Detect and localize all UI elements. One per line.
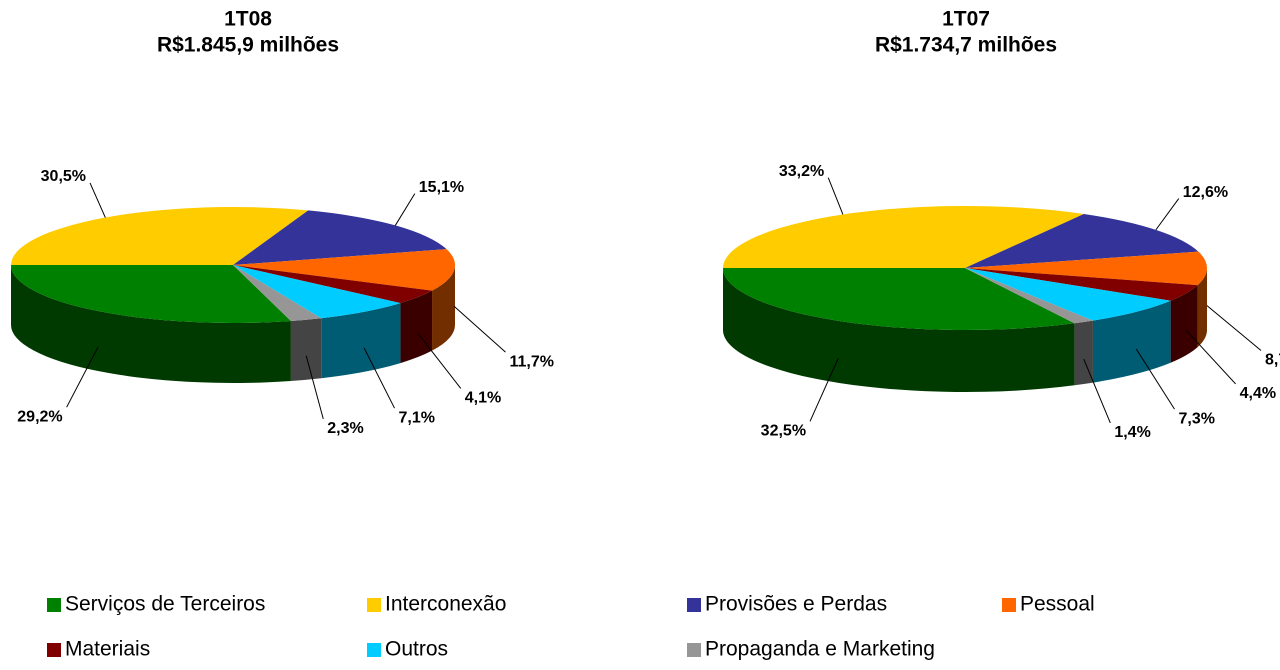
legend-swatch bbox=[367, 643, 381, 657]
chart-subtitle: R$1.734,7 milhões bbox=[875, 34, 1057, 57]
slice-side bbox=[11, 265, 291, 383]
data-label: 7,1% bbox=[399, 409, 435, 426]
slice-side bbox=[400, 290, 433, 364]
data-label: 32,5% bbox=[761, 423, 806, 440]
data-label: 11,7% bbox=[510, 353, 554, 370]
leader-line bbox=[453, 305, 506, 353]
legend-swatch bbox=[687, 598, 701, 612]
slice bbox=[965, 251, 1207, 286]
leader-line bbox=[394, 193, 416, 226]
leader-line bbox=[809, 357, 839, 422]
legend-swatch bbox=[47, 643, 61, 657]
legend-label: Serviços de Terceiros bbox=[65, 593, 265, 616]
legend-swatch bbox=[47, 598, 61, 612]
leader-line bbox=[417, 332, 462, 389]
slice-side bbox=[290, 318, 322, 381]
slice bbox=[233, 265, 401, 319]
slice bbox=[11, 207, 309, 265]
leader-line bbox=[1135, 348, 1175, 410]
data-label: 4,4% bbox=[1240, 385, 1276, 402]
data-label: 1,4% bbox=[1114, 424, 1150, 441]
slice bbox=[723, 268, 1075, 331]
data-label: 4,1% bbox=[465, 390, 501, 407]
slice bbox=[965, 268, 1093, 324]
data-label: 15,1% bbox=[419, 179, 464, 196]
data-label: 30,5% bbox=[41, 168, 86, 185]
slice bbox=[965, 268, 1171, 321]
legend-label: Outros bbox=[385, 638, 448, 661]
leader-line bbox=[1206, 305, 1262, 351]
legend-label: Interconexão bbox=[385, 593, 506, 616]
legend-swatch bbox=[1002, 598, 1016, 612]
slice-side bbox=[1170, 285, 1198, 363]
leader-line bbox=[1185, 329, 1236, 385]
slice-side bbox=[1197, 268, 1207, 348]
data-label: 29,2% bbox=[17, 408, 62, 425]
slice-side bbox=[723, 268, 1075, 393]
data-label: 12,6% bbox=[1183, 184, 1228, 201]
legend-swatch bbox=[687, 643, 701, 657]
leader-line bbox=[89, 182, 106, 218]
slice-side bbox=[432, 265, 455, 351]
data-label: 7,3% bbox=[1178, 410, 1214, 427]
slice-side bbox=[321, 303, 401, 379]
data-label: 8,7% bbox=[1265, 352, 1280, 369]
leader-line bbox=[827, 177, 844, 215]
slice bbox=[723, 206, 1084, 268]
data-label: 2,3% bbox=[327, 420, 363, 437]
leader-line bbox=[66, 346, 99, 408]
slice bbox=[965, 213, 1199, 268]
legend-label: Propaganda e Marketing bbox=[705, 638, 935, 661]
legend-label: Materiais bbox=[65, 638, 150, 661]
leader-line bbox=[1155, 198, 1180, 231]
chart-title: 1T07 bbox=[942, 8, 990, 31]
legend-swatch bbox=[367, 598, 381, 612]
slice bbox=[233, 265, 433, 304]
legend-label: Pessoal bbox=[1020, 593, 1095, 616]
data-label: 33,2% bbox=[779, 163, 824, 180]
slice bbox=[11, 265, 291, 323]
slice bbox=[233, 210, 447, 265]
leader-line bbox=[1083, 359, 1111, 424]
chart-subtitle: R$1.845,9 milhões bbox=[157, 34, 339, 57]
slice bbox=[965, 268, 1198, 301]
leader-line bbox=[363, 347, 395, 409]
legend-label: Provisões e Perdas bbox=[705, 593, 887, 616]
slice bbox=[233, 249, 455, 291]
chart-title: 1T08 bbox=[224, 8, 272, 31]
slice-side bbox=[1092, 300, 1171, 383]
leader-line bbox=[305, 355, 324, 420]
slice bbox=[233, 265, 322, 321]
